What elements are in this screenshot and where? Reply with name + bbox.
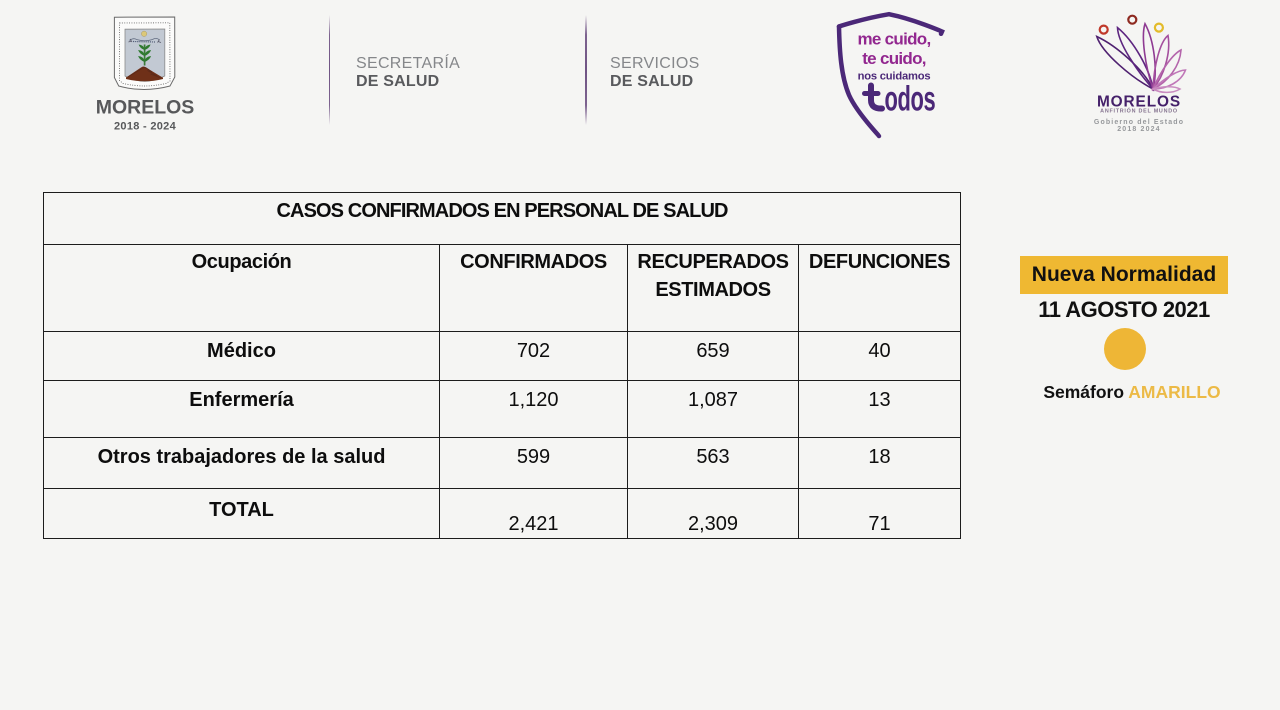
- svg-text:Gobierno del Estado: Gobierno del Estado: [1094, 119, 1184, 126]
- svg-text:MORELOS: MORELOS: [1097, 94, 1181, 111]
- svg-text:nos cuidamos: nos cuidamos: [858, 70, 931, 82]
- svg-text:me cuido,: me cuido,: [857, 29, 930, 48]
- svg-text:MORELOS: MORELOS: [96, 97, 195, 119]
- svg-text:te cuido,: te cuido,: [862, 49, 926, 68]
- svg-text:ANFITRIÓN DEL MUNDO: ANFITRIÓN DEL MUNDO: [1100, 106, 1178, 114]
- svg-text:odos: odos: [885, 81, 936, 119]
- svg-text:2018 2024: 2018 2024: [1117, 126, 1160, 133]
- svg-text:2018 - 2024: 2018 - 2024: [114, 121, 177, 133]
